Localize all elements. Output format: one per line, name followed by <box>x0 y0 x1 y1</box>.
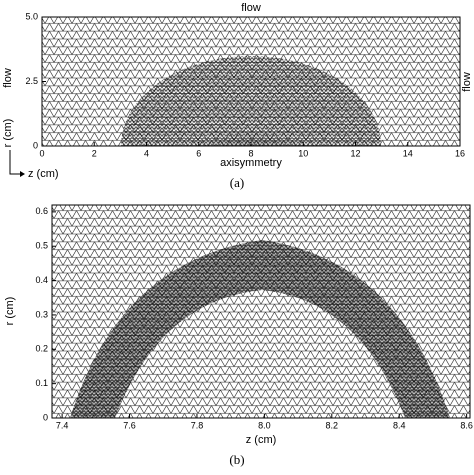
y-tick-label: 5.0 <box>25 11 38 21</box>
x-label: z (cm) <box>246 434 277 446</box>
x-label: z (cm) <box>28 168 59 180</box>
y-tick-label: 0.4 <box>35 275 48 285</box>
x-tick-label: 10 <box>298 148 308 158</box>
y-tick-label: 0.3 <box>35 309 48 319</box>
x-tick-label: 8.4 <box>393 420 406 430</box>
y-label: r (cm) <box>4 297 16 326</box>
frame-b <box>51 204 471 419</box>
y-label: r (cm) <box>2 119 14 148</box>
y-tick-label: 0 <box>33 140 38 150</box>
x-tick-label: 16 <box>455 148 465 158</box>
x-tick-label: 2 <box>92 148 97 158</box>
y-tick-label: 0.2 <box>35 344 48 354</box>
y-tick-label: 0.6 <box>35 206 48 216</box>
x-tick-label: 12 <box>350 148 360 158</box>
y-tick-label: 0 <box>43 412 48 422</box>
axis-arrow <box>9 150 22 175</box>
x-tick-label: 8.6 <box>460 420 473 430</box>
y-tick-label: 0.1 <box>35 378 48 388</box>
x-tick-label: 8.2 <box>326 420 339 430</box>
x-tick-label: 0 <box>39 148 44 158</box>
x-tick-label: 14 <box>403 148 413 158</box>
caption: (a) <box>230 175 244 190</box>
x-tick-label: 6 <box>196 148 201 158</box>
y-tick-label: 0.5 <box>35 241 48 251</box>
x-tick-label: 4 <box>144 148 149 158</box>
x-tick-label: 7.4 <box>56 420 69 430</box>
x-tick-label: 7.6 <box>123 420 136 430</box>
top-label: flow <box>241 2 261 14</box>
x-tick-label: 7.8 <box>191 420 204 430</box>
x-tick-label: 8 <box>248 148 253 158</box>
caption: (b) <box>229 452 244 467</box>
arrow-head <box>20 171 25 177</box>
y-tick-label: 2.5 <box>25 76 38 86</box>
mesh-a <box>42 17 460 146</box>
bottom-label: axisymmetry <box>220 157 282 169</box>
mesh-b <box>52 205 470 418</box>
left-label: flow <box>2 68 14 88</box>
right-label: flow <box>461 72 473 92</box>
x-tick-label: 8.0 <box>258 420 271 430</box>
